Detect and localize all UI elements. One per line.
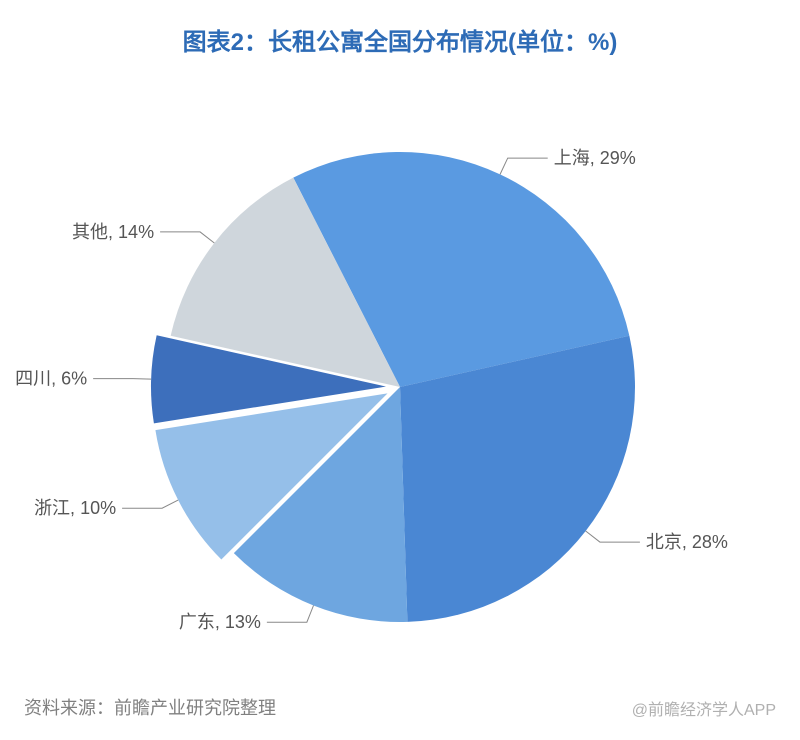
pie-chart-svg: 上海, 29% 北京, 28% 广东, 13% 浙江, 10% 四川, 6% 其他, 14… <box>0 57 800 697</box>
watermark-text: @前瞻经济学人APP <box>632 696 776 720</box>
leader-line <box>267 605 314 622</box>
slice-label-四川: 四川, 6% <box>15 369 87 389</box>
slice-label-浙江: 浙江, 10% <box>34 498 116 518</box>
leader-line <box>586 531 640 542</box>
chart-title: 图表2：长租公寓全国分布情况(单位：%) <box>0 0 800 57</box>
pie-chart-container: 上海, 29% 北京, 28% 广东, 13% 浙江, 10% 四川, 6% 其他, 14… <box>0 57 800 697</box>
slice-label-其他: 其他, 14% <box>72 222 154 242</box>
leader-line <box>122 500 178 508</box>
slice-label-北京: 北京, 28% <box>646 532 728 552</box>
source-text: 资料来源：前瞻产业研究院整理 <box>24 694 276 720</box>
slice-label-上海: 上海, 29% <box>554 148 636 168</box>
leader-line <box>500 158 548 174</box>
slice-label-广东: 广东, 13% <box>179 612 261 632</box>
leader-line <box>93 379 151 380</box>
leader-line <box>160 232 214 243</box>
